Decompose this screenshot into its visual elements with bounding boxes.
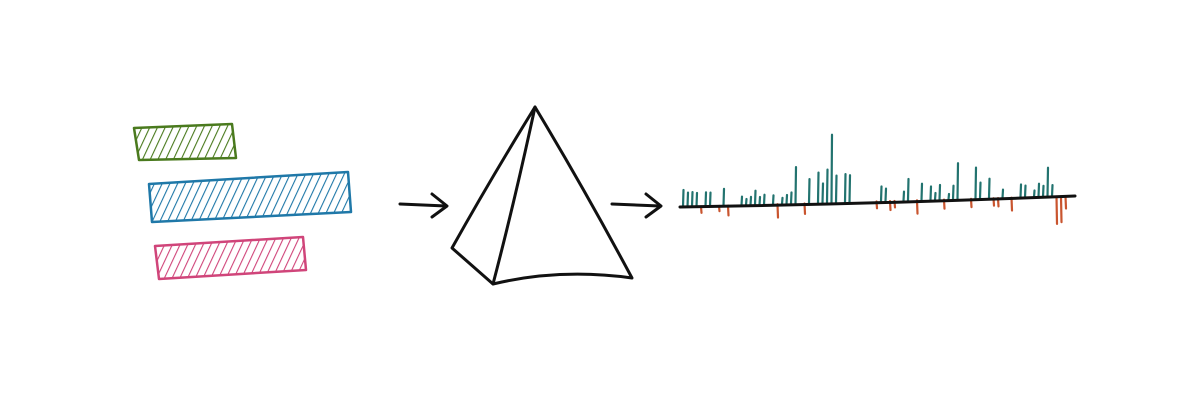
up-spike: [704, 191, 708, 208]
up-spike: [1019, 183, 1023, 199]
up-spike: [816, 171, 820, 205]
up-spike: [1050, 183, 1054, 198]
up-spike: [906, 177, 910, 202]
up-spike: [1046, 166, 1050, 198]
up-spike: [681, 188, 685, 209]
up-spike: [1037, 182, 1041, 199]
up-spike: [825, 168, 829, 205]
up-spike: [1041, 184, 1045, 198]
up-spike: [1032, 189, 1036, 199]
up-spike: [780, 196, 784, 206]
up-spike: [758, 195, 762, 206]
up-spike: [722, 187, 726, 207]
arrow: [398, 192, 449, 219]
up-spike: [879, 185, 883, 203]
up-spike: [951, 184, 955, 201]
up-spike: [762, 193, 766, 206]
up-spike: [956, 162, 960, 201]
pink-bar: [153, 235, 308, 281]
up-spike: [938, 183, 942, 201]
blue-bar: [147, 170, 353, 224]
up-spike: [686, 191, 690, 208]
up-spike: [1001, 188, 1005, 200]
signal-baseline: [678, 194, 1077, 209]
pyramid: [450, 105, 634, 286]
up-spike: [740, 195, 744, 207]
up-spike: [929, 185, 933, 202]
up-spike: [753, 189, 757, 207]
up-spike: [785, 193, 789, 206]
up-spike: [830, 133, 834, 204]
arrow: [610, 192, 663, 219]
up-spike: [920, 182, 924, 202]
up-spike: [821, 182, 825, 205]
up-spike: [749, 195, 753, 207]
up-spike: [884, 187, 888, 203]
up-spike: [695, 191, 699, 208]
down-spike: [1059, 195, 1063, 224]
signal-spikes: [681, 133, 1068, 225]
up-spike: [807, 177, 811, 205]
up-spike: [794, 165, 798, 205]
up-spike: [848, 174, 852, 204]
up-spike: [744, 197, 748, 207]
up-spike: [902, 190, 906, 202]
up-spike: [978, 181, 982, 200]
down-spike: [1064, 195, 1068, 210]
up-spike: [690, 191, 694, 208]
down-spike: [1055, 195, 1059, 225]
up-spike: [843, 173, 847, 204]
green-bar: [132, 122, 238, 162]
up-spike: [834, 174, 838, 204]
up-spike: [947, 192, 951, 201]
up-spike: [987, 177, 991, 200]
up-spike: [789, 191, 793, 206]
up-spike: [771, 194, 775, 206]
up-spike: [933, 191, 937, 201]
up-spike: [1023, 184, 1027, 199]
up-spike: [708, 191, 712, 208]
up-spike: [974, 166, 978, 200]
